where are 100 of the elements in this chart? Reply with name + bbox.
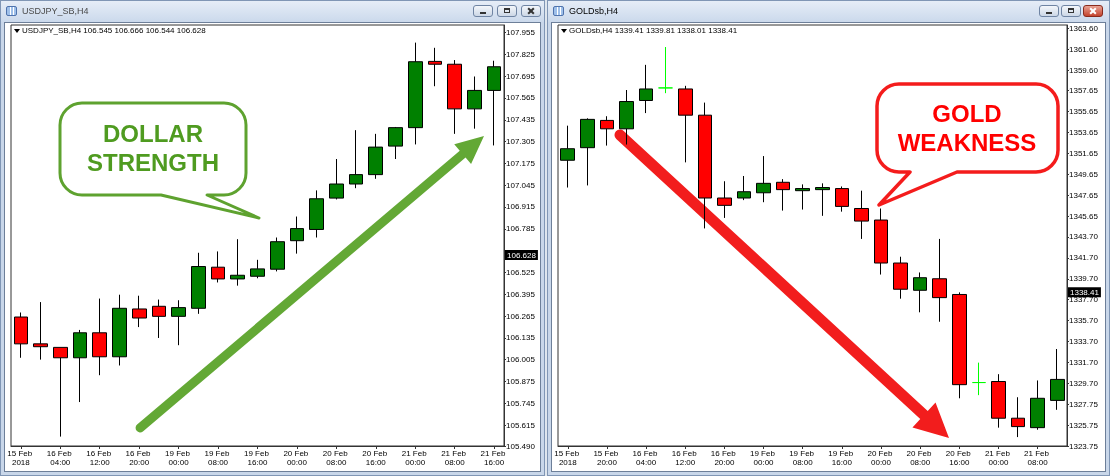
- candlestick: [756, 155, 771, 203]
- y-tick-label: 1343.70: [1069, 232, 1099, 242]
- candlestick: [854, 190, 869, 240]
- candlestick: [92, 298, 107, 376]
- candlestick: [776, 178, 790, 212]
- y-tick-label: 105.490: [506, 441, 536, 451]
- candlestick: [112, 294, 127, 366]
- candlestick: [619, 89, 634, 146]
- candlestick: [991, 373, 1006, 429]
- x-tick-label: 20 Feb 16:00: [362, 449, 390, 467]
- annotation: 106.628: [507, 250, 537, 260]
- x-tick-label: 21 Feb 00:00: [401, 449, 429, 467]
- candlestick: [388, 126, 403, 160]
- y-tick-label: 105.875: [506, 376, 536, 386]
- y-tick-label: 1325.75: [1069, 420, 1099, 430]
- candlestick: [428, 47, 442, 87]
- candlestick: [73, 329, 87, 403]
- y-tick-label: 1341.70: [1069, 253, 1099, 263]
- x-tick-label: 15 Feb 2018: [7, 449, 35, 467]
- candlestick: [737, 175, 751, 201]
- y-tick-label: 1331.70: [1069, 358, 1099, 368]
- candlestick: [1030, 379, 1045, 431]
- candlestick: [250, 259, 265, 279]
- x-tick-label: 19 Feb 00:00: [165, 449, 193, 467]
- candlestick: [893, 256, 908, 300]
- y-tick-label: 106.525: [506, 267, 536, 277]
- candlestick: [14, 311, 28, 359]
- candlestick: [211, 250, 225, 283]
- y-tick-label: 1349.65: [1069, 169, 1099, 179]
- y-tick-label: 106.265: [506, 311, 536, 321]
- y-tick-label: 105.615: [506, 420, 536, 430]
- x-tick-label: 16 Feb 12:00: [86, 449, 114, 467]
- y-tick-label: 1339.70: [1069, 274, 1099, 284]
- candlestick: [171, 299, 186, 346]
- annotation: 1338.41: [1070, 287, 1100, 297]
- candlestick: [795, 183, 810, 211]
- y-tick-label: 1351.65: [1069, 148, 1099, 158]
- x-tick-label: 20 Feb 16:00: [945, 449, 973, 467]
- x-tick-label: 15 Feb 2018: [554, 449, 582, 467]
- x-tick-label: 15 Feb 20:00: [593, 449, 621, 467]
- candlestick: [270, 237, 285, 272]
- y-tick-label: 1347.65: [1069, 190, 1099, 200]
- y-tick-label: 107.565: [506, 93, 536, 103]
- candlestick: [600, 115, 614, 147]
- candlestick: [408, 42, 423, 145]
- y-tick-label: 1345.65: [1069, 211, 1099, 221]
- candlestick: [230, 238, 245, 287]
- x-tick-label: 19 Feb 00:00: [749, 449, 778, 467]
- y-tick-label: 1363.60: [1069, 23, 1099, 33]
- candlestick: [678, 85, 693, 163]
- y-tick-label: 107.695: [506, 71, 536, 81]
- y-tick-label: 106.135: [506, 333, 536, 343]
- y-tick-label: 106.395: [506, 289, 536, 299]
- candlestick: [580, 117, 595, 186]
- candlestick: [1011, 396, 1025, 438]
- y-tick-label: 107.305: [506, 137, 536, 147]
- candlestick: [913, 271, 927, 313]
- x-tick-label: 19 Feb 16:00: [828, 449, 856, 467]
- x-tick-label: 20 Feb 08:00: [906, 449, 934, 467]
- candlestick: [698, 102, 712, 229]
- candlestick: [835, 185, 849, 213]
- y-tick-label: 107.435: [506, 115, 536, 125]
- y-tick-label: 1361.60: [1069, 44, 1099, 54]
- y-tick-label: 1355.65: [1069, 107, 1099, 117]
- candlestick: [191, 252, 206, 315]
- candlestick: [874, 208, 888, 276]
- x-tick-label: 16 Feb 04:00: [632, 449, 660, 467]
- candlestick: [952, 291, 967, 399]
- candlestick: [33, 301, 48, 361]
- chart-subtitle: USDJPY_SB,H4 106.545 106.666 106.544 106.628: [22, 25, 207, 35]
- x-tick-label: 21 Feb 08:00: [1024, 449, 1052, 467]
- y-tick-label: 1333.70: [1069, 337, 1099, 347]
- y-tick-label: 1337.70: [1069, 295, 1099, 305]
- y-tick-label: 1353.65: [1069, 127, 1099, 137]
- y-tick-label: 1323.75: [1069, 441, 1099, 451]
- y-tick-label: 1359.60: [1069, 65, 1099, 75]
- candlestick: [932, 238, 947, 323]
- annotation: GOLD WEAKNESS: [897, 99, 1037, 157]
- x-tick-label: 21 Feb 00:00: [984, 449, 1013, 467]
- annotation: DOLLAR STRENGTH: [87, 119, 219, 177]
- chart-subtitle: GOLDsb,H4 1339.41 1339.81 1338.01 1338.41: [569, 25, 738, 35]
- x-tick-label: 20 Feb 00:00: [283, 449, 311, 467]
- y-tick-label: 107.955: [506, 28, 536, 38]
- candlestick: [487, 60, 501, 146]
- candlestick: [639, 64, 653, 114]
- x-tick-label: 16 Feb 20:00: [710, 449, 738, 467]
- candlestick: [329, 158, 344, 200]
- x-tick-label: 19 Feb 16:00: [243, 449, 272, 467]
- y-tick-label: 107.045: [506, 180, 536, 190]
- x-tick-label: 21 Feb 08:00: [441, 449, 469, 467]
- candlestick: [447, 59, 462, 135]
- x-tick-label: 20 Feb 08:00: [322, 449, 350, 467]
- candlestick: [152, 299, 166, 339]
- candlestick: [132, 295, 147, 328]
- y-tick-label: 1357.65: [1069, 86, 1099, 96]
- x-tick-label: 16 Feb 12:00: [671, 449, 699, 467]
- candlestick: [815, 182, 830, 217]
- candlestick: [560, 125, 575, 189]
- candlestick: [658, 46, 673, 94]
- candlestick: [717, 180, 732, 219]
